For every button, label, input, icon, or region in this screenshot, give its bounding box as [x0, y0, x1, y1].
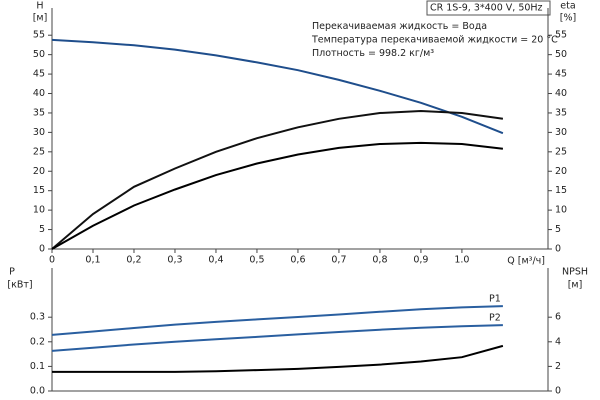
curve [51, 141, 504, 250]
x-tick-label: 0,5 [249, 255, 264, 266]
curve [51, 324, 503, 352]
y-tick-label: 5 [39, 224, 45, 235]
x-tick-label: 1.0 [454, 255, 469, 266]
x-tick-label: 0,3 [167, 255, 182, 266]
axis-title: Q [м³/ч] [507, 256, 545, 267]
curve [51, 305, 503, 336]
y2-tick-label: 15 [555, 185, 567, 196]
y2-tick-label: 40 [555, 88, 567, 99]
axis-title: [%] [560, 13, 576, 24]
x-tick-label: 0,8 [372, 255, 387, 266]
x-tick-label: 0,2 [126, 255, 141, 266]
y2-tick-label: 0 [555, 386, 561, 397]
y-tick-label: 50 [33, 49, 45, 60]
y2-tick-label: 4 [555, 336, 561, 347]
axis-title: [кВт] [7, 280, 32, 291]
y2-tick-label: 6 [555, 312, 561, 323]
annotation: Перекачиваемая жидкость = Вода [312, 21, 487, 32]
y-tick-label: 25 [33, 146, 45, 157]
axis-title: eta [560, 1, 575, 12]
y-tick-label: 0.3 [30, 312, 45, 323]
y-tick-label: 40 [33, 88, 45, 99]
y2-tick-label: 35 [555, 107, 567, 118]
y-tick-label: 0.1 [30, 361, 45, 372]
y-tick-label: 45 [33, 69, 45, 80]
y-tick-label: 0.2 [30, 336, 45, 347]
axis-title: [м] [33, 13, 48, 24]
y2-tick-label: 2 [555, 361, 561, 372]
y2-tick-label: 0 [555, 244, 561, 255]
y-tick-label: 15 [33, 185, 45, 196]
y2-tick-label: 45 [555, 69, 567, 80]
y2-tick-label: 50 [555, 49, 567, 60]
y-tick-label: 30 [33, 127, 45, 138]
axis-title: [м] [568, 280, 583, 291]
x-tick-label: 0,9 [413, 255, 428, 266]
axis-title: P [9, 267, 15, 278]
y2-tick-label: 20 [555, 166, 567, 177]
series-label: P2 [489, 313, 501, 324]
x-tick-label: 0 [49, 255, 55, 266]
curve [51, 38, 504, 135]
y2-tick-label: 5 [555, 224, 561, 235]
annotation: Плотность = 998.2 кг/м³ [312, 48, 434, 59]
y2-tick-label: 10 [555, 205, 567, 216]
y-tick-label: 20 [33, 166, 45, 177]
y-tick-label: 35 [33, 107, 45, 118]
y2-tick-label: 30 [555, 127, 567, 138]
axis-title: NPSH [562, 267, 588, 278]
series-label: P1 [489, 294, 501, 305]
curve [51, 109, 504, 250]
y2-tick-label: 55 [555, 30, 567, 41]
y-tick-label: 0 [39, 244, 45, 255]
axis-title: H [36, 1, 43, 12]
x-tick-label: 0,4 [208, 255, 223, 266]
y-tick-label: 10 [33, 205, 45, 216]
x-tick-label: 0,1 [85, 255, 100, 266]
y-tick-label: 55 [33, 30, 45, 41]
annotation: CR 1S-9, 3*400 V, 50Hz [430, 3, 543, 14]
x-tick-label: 0,6 [290, 255, 305, 266]
curve [52, 344, 504, 373]
annotation-box [426, 0, 551, 16]
x-tick-label: 0,7 [331, 255, 346, 266]
y2-tick-label: 25 [555, 146, 567, 157]
y-tick-label: 0.0 [30, 386, 45, 397]
annotation: Температура перекачиваемой жидкости = 20… [311, 35, 558, 46]
